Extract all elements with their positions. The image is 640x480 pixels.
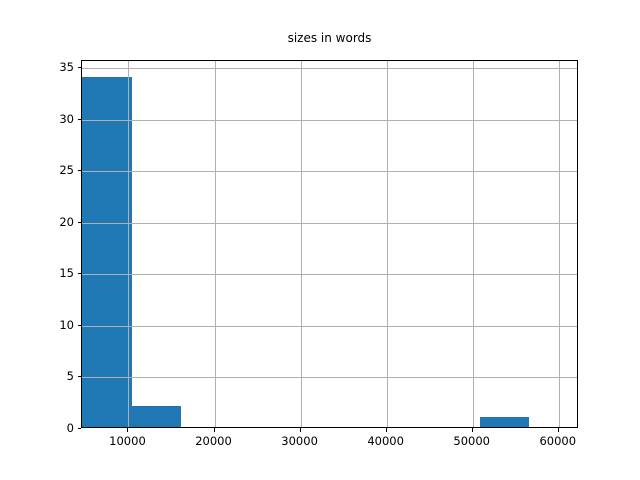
xtick-mark-50000 [472,428,474,432]
plot-area [81,60,578,428]
xtick-label-50000: 50000 [453,434,490,448]
gridline-y-15 [82,274,577,275]
ytick-label-30: 30 [59,111,74,126]
gridline-y-5 [82,377,577,378]
ytick-mark-35 [77,67,81,69]
ytick-mark-20 [77,222,81,224]
xtick-mark-40000 [386,428,388,432]
xtick-mark-30000 [300,428,302,432]
ytick-label-35: 35 [59,60,74,75]
gridline-y-30 [82,120,577,121]
ytick-mark-30 [77,119,81,121]
xtick-mark-20000 [214,428,216,432]
ytick-label-0: 0 [66,421,74,435]
bar-1 [131,406,182,427]
ytick-label-15: 15 [59,266,74,281]
ytick-label-25: 25 [59,163,74,178]
bar-0 [82,76,132,427]
ytick-mark-25 [77,170,81,172]
xtick-label-30000: 30000 [281,434,318,448]
gridline-x-60000 [559,61,560,427]
gridline-y-20 [82,223,577,224]
bar-8 [479,416,530,427]
xtick-mark-60000 [558,428,560,432]
gridline-y-25 [82,171,577,172]
gridline-x-20000 [215,61,216,427]
gridline-x-40000 [387,61,388,427]
xtick-mark-10000 [127,428,129,432]
ytick-mark-0 [77,428,81,430]
gridline-y-35 [82,68,577,69]
ytick-label-20: 20 [59,214,74,229]
ytick-mark-10 [77,325,81,327]
xtick-label-10000: 10000 [109,434,146,448]
ytick-label-10: 10 [59,317,74,332]
ytick-mark-15 [77,273,81,275]
xtick-label-60000: 60000 [539,434,577,448]
ytick-mark-5 [77,376,81,378]
xtick-label-20000: 20000 [195,434,232,448]
gridline-y-10 [82,326,577,327]
gridline-x-50000 [473,61,474,427]
xtick-label-40000: 40000 [367,434,404,448]
gridline-x-30000 [301,61,302,427]
gridline-x-10000 [128,61,129,427]
ytick-label-5: 5 [66,369,74,384]
page-title: sizes in words [287,31,372,45]
